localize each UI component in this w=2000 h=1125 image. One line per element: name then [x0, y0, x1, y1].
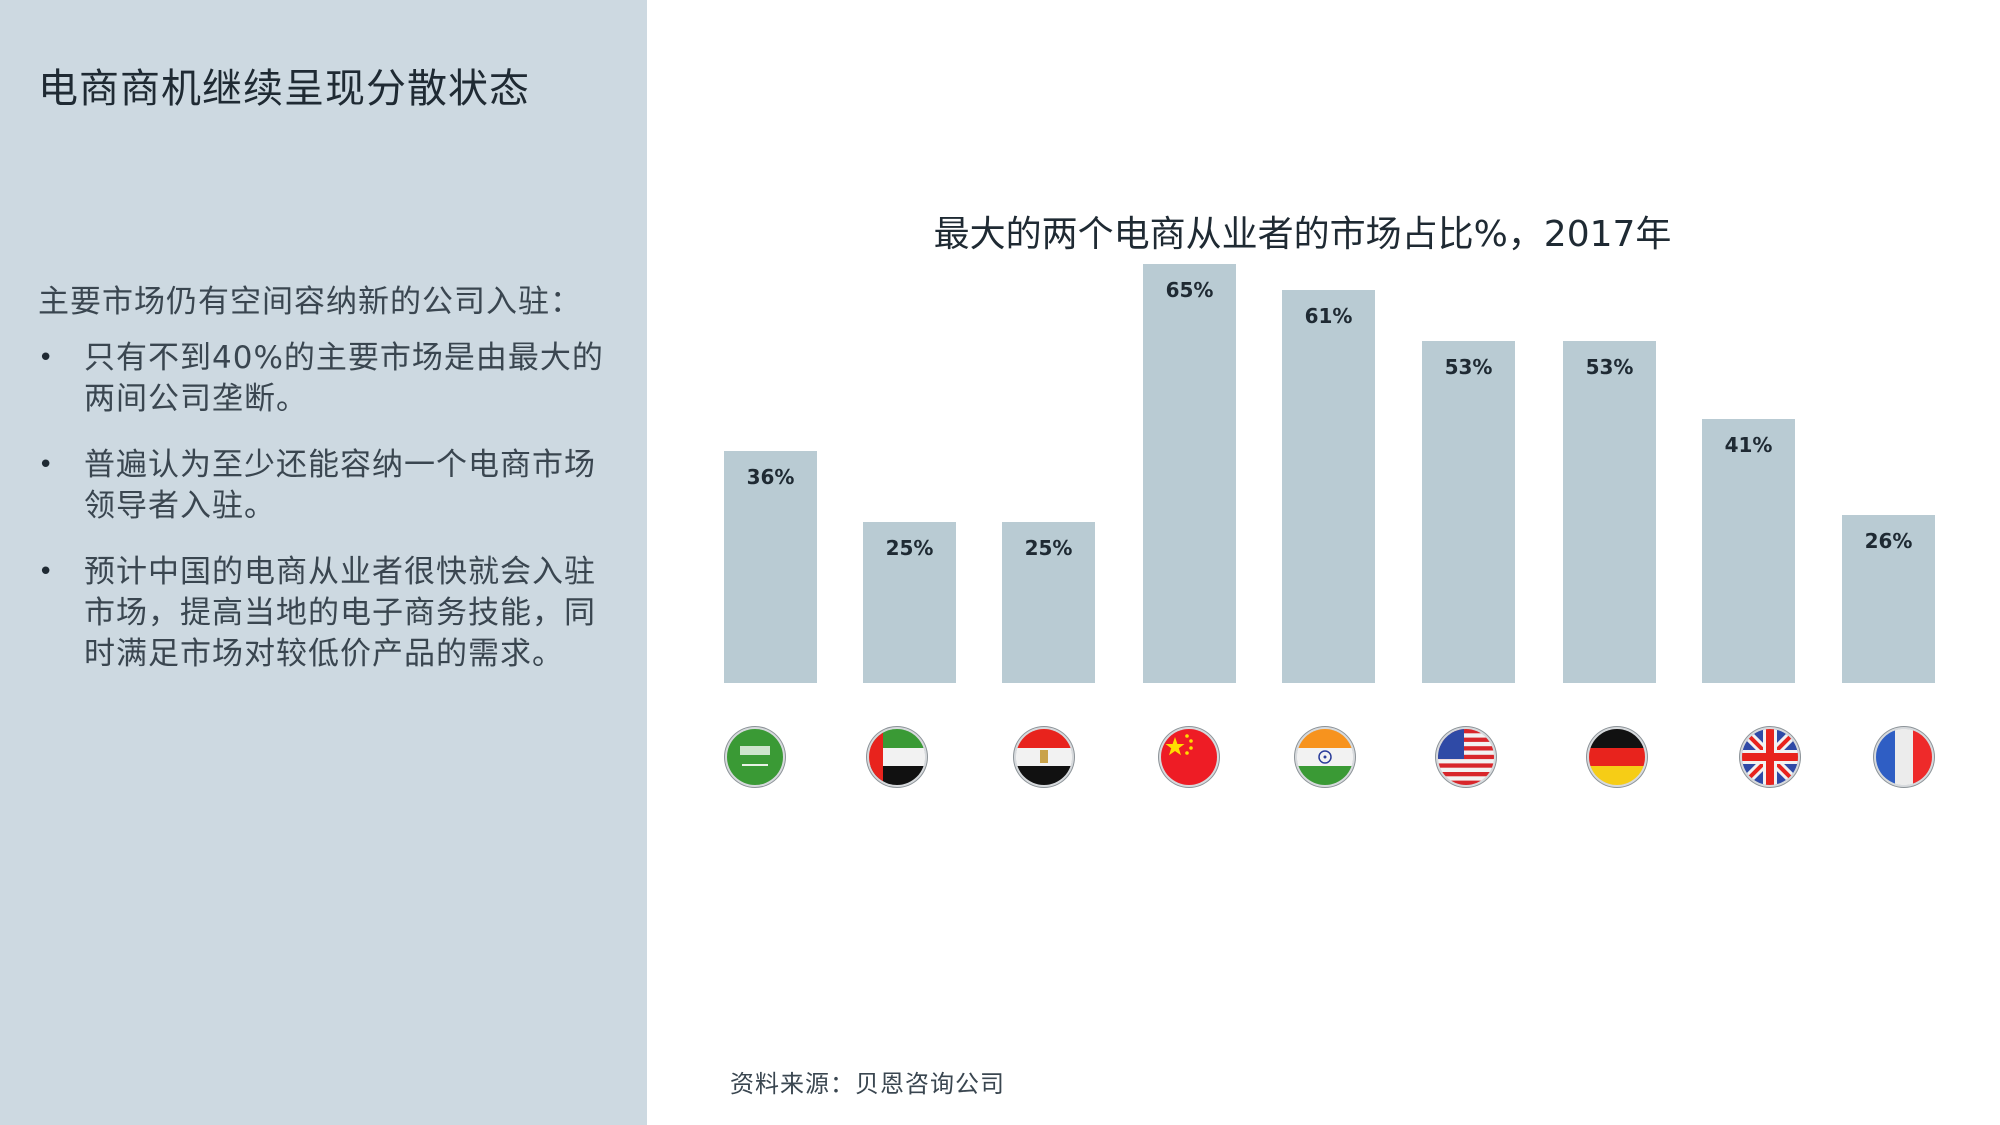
bullet-line: 普遍认为至少还能容纳一个电商市场	[84, 447, 596, 483]
bullet-dot-icon: •	[38, 557, 55, 587]
bar-india: 61%	[1282, 289, 1375, 683]
bar-saudi-arabia: 36%	[724, 450, 817, 683]
flag-saudi-arabia-icon	[727, 729, 783, 785]
bullet-line: 市场，提高当地的电子商务技能，同	[84, 595, 596, 631]
bar-value-label: 25%	[885, 535, 934, 560]
bullet-line: 领导者入驻。	[84, 488, 276, 524]
bar-value-label: 65%	[1165, 278, 1214, 302]
flag-usa-icon	[1438, 729, 1494, 785]
bullet-line: 只有不到40%的主要市场是由最大的	[84, 340, 604, 376]
bar-uae: 25%	[863, 521, 956, 683]
bar-uk: 41%	[1702, 418, 1795, 683]
bullet-list: • 只有不到40%的主要市场是由最大的 两间公司垄断。 • 普遍认为至少还能容纳…	[38, 338, 628, 700]
left-panel: 电商商机继续呈现分散状态 主要市场仍有空间容纳新的公司入驻： • 只有不到40%…	[0, 0, 647, 1125]
bullet-dot-icon: •	[38, 343, 55, 373]
flag-china-icon	[1161, 729, 1217, 785]
bar-value-label: 25%	[1024, 535, 1073, 560]
bullet-item: • 预计中国的电商从业者很快就会入驻 市场，提高当地的电子商务技能，同 时满足市…	[38, 552, 628, 675]
flag-germany-icon	[1589, 729, 1645, 785]
bar-value-label: 61%	[1304, 303, 1353, 328]
flag-uk-icon	[1742, 729, 1798, 785]
bar-china: 65%	[1143, 264, 1236, 683]
chart-title: 最大的两个电商从业者的市场占比%，2017年	[933, 214, 1672, 255]
bar-france: 26%	[1842, 515, 1935, 683]
flag-uae-icon	[869, 729, 925, 785]
bullet-dot-icon: •	[38, 450, 55, 480]
source-note: 资料来源：贝恩咨询公司	[730, 1070, 1005, 1098]
bar-usa: 53%	[1422, 341, 1515, 683]
bar-value-label: 26%	[1864, 529, 1913, 554]
flag-india-icon	[1297, 729, 1353, 785]
bullet-line: 预计中国的电商从业者很快就会入驻	[84, 554, 596, 590]
bar-value-label: 53%	[1585, 355, 1634, 380]
bullet-item: • 只有不到40%的主要市场是由最大的 两间公司垄断。	[38, 338, 628, 420]
bar-value-label: 36%	[746, 464, 795, 489]
bar-value-label: 53%	[1444, 355, 1493, 380]
bullet-line: 两间公司垄断。	[84, 381, 308, 417]
page-title: 电商商机继续呈现分散状态	[38, 66, 530, 112]
flag-france-icon	[1876, 729, 1932, 785]
bar-germany: 53%	[1563, 341, 1656, 683]
bullet-line: 时满足市场对较低价产品的需求。	[84, 636, 564, 672]
bar-value-label: 41%	[1724, 432, 1773, 457]
intro-text: 主要市场仍有空间容纳新的公司入驻：	[38, 284, 582, 320]
flag-egypt-icon	[1016, 729, 1072, 785]
bullet-item: • 普遍认为至少还能容纳一个电商市场 领导者入驻。	[38, 445, 628, 527]
bar-egypt: 25%	[1002, 521, 1095, 683]
